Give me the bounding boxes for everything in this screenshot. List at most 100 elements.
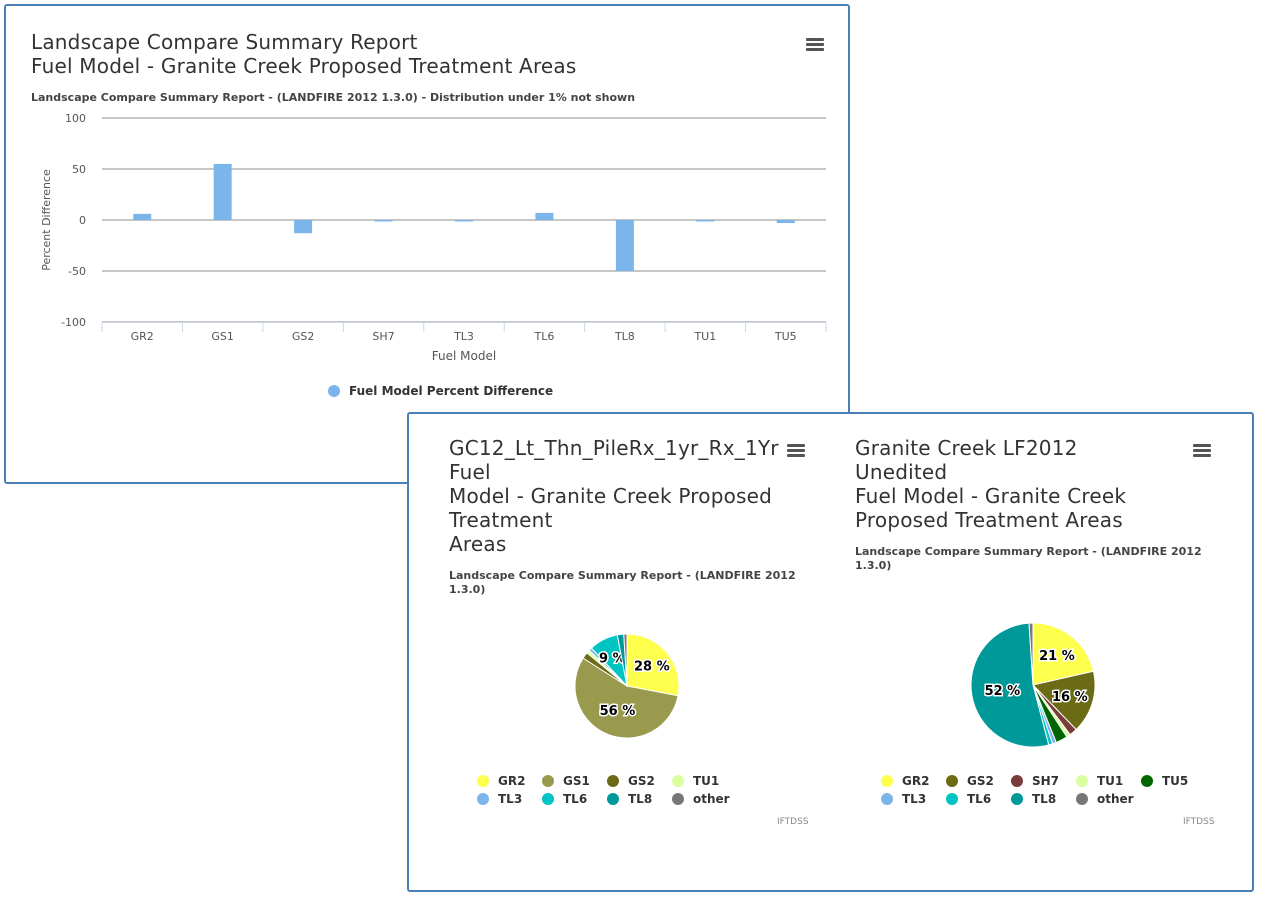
legend-item-GS1[interactable]: GS1: [542, 774, 590, 788]
bar-chart-plot: 100 50 0 -50 -100 GR2 GS1 GS2 SH7 TL3 TL6 TL8 TU1 TU5…: [40, 112, 827, 363]
legend-item-other[interactable]: other: [1076, 792, 1134, 806]
legend-item-TL8[interactable]: TL8: [607, 792, 652, 806]
left-pie-credit[interactable]: IFTDSS: [777, 817, 809, 827]
legend-item-TL3[interactable]: TL3: [881, 792, 926, 806]
x-axis-title: Fuel Model: [432, 349, 496, 363]
legend-marker: [542, 793, 554, 805]
left-pie-title-line: Fuel: [449, 460, 491, 484]
left-pie-title-line: GC12_Lt_Thn_PileRx_1yr_Rx_1Yr: [449, 436, 779, 460]
legend-label: TL8: [628, 792, 653, 806]
legend-item-TL6[interactable]: TL6: [946, 792, 991, 806]
legend-label: GR2: [498, 774, 526, 788]
legend-item-GR2[interactable]: GR2: [477, 774, 525, 788]
bar-SH7[interactable]: [374, 220, 393, 222]
bar-GS2[interactable]: [294, 220, 313, 234]
bar-chart-title-line-2: Fuel Model - Granite Creek Proposed Trea…: [31, 54, 577, 78]
legend-item-GS2[interactable]: GS2: [946, 774, 994, 788]
left-pie-subtitle-line: 1.3.0): [449, 583, 486, 596]
legend-item-TL6[interactable]: TL6: [542, 792, 587, 806]
y-tick-label: -100: [61, 316, 86, 329]
legend-marker: [477, 775, 489, 787]
legend-label: TU5: [1162, 774, 1189, 788]
legend-item-GR2[interactable]: GR2: [881, 774, 929, 788]
legend-marker: [672, 775, 684, 787]
legend-item-TU1[interactable]: TU1: [672, 774, 719, 788]
bar-GS1[interactable]: [213, 163, 232, 220]
pie-slice-GR2[interactable]: [626, 633, 680, 697]
legend-label: other: [1097, 792, 1134, 806]
legend-label: TU1: [693, 774, 720, 788]
bar-GR2[interactable]: [133, 213, 152, 220]
left-pie-title-line: Model - Granite Creek Proposed: [449, 484, 773, 508]
left-pie-title-line: Areas: [449, 532, 507, 556]
legend-marker: [607, 793, 619, 805]
pie-slice-other[interactable]: [623, 633, 628, 687]
bar-TU1[interactable]: [696, 220, 715, 222]
right-pie-title-line: Proposed Treatment Areas: [855, 508, 1123, 532]
legend-label: TL6: [967, 792, 992, 806]
left-pie-menu-icon[interactable]: [787, 444, 805, 458]
x-tick-label: TL8: [614, 330, 635, 343]
legend-marker: [607, 775, 619, 787]
pie-data-label: 56 %: [600, 704, 636, 719]
right-pie-legend: GR2 GS2 SH7 TU1 TU5 TL3 TL6 TL8 other: [881, 774, 1241, 814]
y-tick-label: 50: [72, 163, 86, 176]
bar-TU5[interactable]: [776, 220, 795, 224]
bar-chart-menu-icon[interactable]: [806, 38, 824, 52]
legend-item-GS2[interactable]: GS2: [607, 774, 655, 788]
bar-TL6[interactable]: [535, 212, 554, 220]
x-tick-label: TL3: [453, 330, 474, 343]
bar-chart-title: Landscape Compare Summary Report Fuel Mo…: [31, 30, 577, 78]
legend-item-percent-difference[interactable]: Fuel Model Percent Difference: [328, 384, 553, 398]
pie-slice-GR2[interactable]: [1032, 622, 1095, 686]
bar-TL3[interactable]: [455, 220, 473, 222]
pie-slice-GS2[interactable]: [1032, 670, 1096, 731]
legend-marker: [946, 775, 958, 787]
legend-item-SH7[interactable]: SH7: [1011, 774, 1059, 788]
legend-label: other: [693, 792, 730, 806]
left-pie-subtitle: Landscape Compare Summary Report - (LAND…: [449, 569, 796, 597]
right-pie-subtitle-line: Landscape Compare Summary Report - (LAND…: [855, 545, 1202, 558]
pie-data-label: 16 %: [1052, 690, 1088, 705]
pie-data-label: 52 %: [985, 684, 1021, 699]
legend-item-TL3[interactable]: TL3: [477, 792, 522, 806]
pie-slice-GS1[interactable]: [574, 657, 679, 739]
legend-label: TL3: [902, 792, 927, 806]
legend-item-other[interactable]: other: [672, 792, 730, 806]
x-tick-label: TL6: [534, 330, 555, 343]
right-pie-credit[interactable]: IFTDSS: [1183, 817, 1215, 827]
legend-label: GS2: [967, 774, 994, 788]
legend-marker: [1076, 793, 1088, 805]
legend-marker: [477, 793, 489, 805]
y-tick-label: 100: [65, 112, 86, 125]
bar-TL8[interactable]: [615, 220, 634, 271]
x-tick-label: GS2: [292, 330, 315, 343]
legend-label: GR2: [902, 774, 930, 788]
pie-slice-TL8[interactable]: [970, 622, 1050, 748]
right-pie-subtitle: Landscape Compare Summary Report - (LAND…: [855, 545, 1202, 573]
legend-marker: [881, 793, 893, 805]
left-pie-plot: 28 % 56 % 9 %: [574, 633, 680, 739]
legend-label: GS1: [563, 774, 590, 788]
left-pie-title-line: Treatment: [449, 508, 553, 532]
left-pie-legend: GR2 GS1 GS2 TU1 TL3 TL6 TL8 other: [477, 774, 817, 814]
legend-label: GS2: [628, 774, 655, 788]
legend-label: SH7: [1032, 774, 1060, 788]
x-tick-label: GR2: [131, 330, 154, 343]
x-tick-label: TU1: [693, 330, 716, 343]
right-pie-subtitle-line: 1.3.0): [855, 559, 892, 572]
legend-item-TU1[interactable]: TU1: [1076, 774, 1123, 788]
legend-item-TL8[interactable]: TL8: [1011, 792, 1056, 806]
pie-slice-other[interactable]: [1028, 622, 1034, 686]
legend-marker: [881, 775, 893, 787]
bar-chart-subtitle: Landscape Compare Summary Report - (LAND…: [31, 91, 636, 104]
pie-data-label: 21 %: [1039, 649, 1075, 664]
legend-label: TU1: [1097, 774, 1124, 788]
right-pie-title-line: Granite Creek LF2012: [855, 436, 1078, 460]
x-tick-label: GS1: [211, 330, 234, 343]
legend-label: TL6: [563, 792, 588, 806]
pie-data-label: 9 %: [599, 651, 626, 666]
right-pie-menu-icon[interactable]: [1193, 444, 1211, 458]
legend-item-TU5[interactable]: TU5: [1141, 774, 1188, 788]
right-pie-plot: 21 % 16 % 52 %: [970, 622, 1096, 748]
